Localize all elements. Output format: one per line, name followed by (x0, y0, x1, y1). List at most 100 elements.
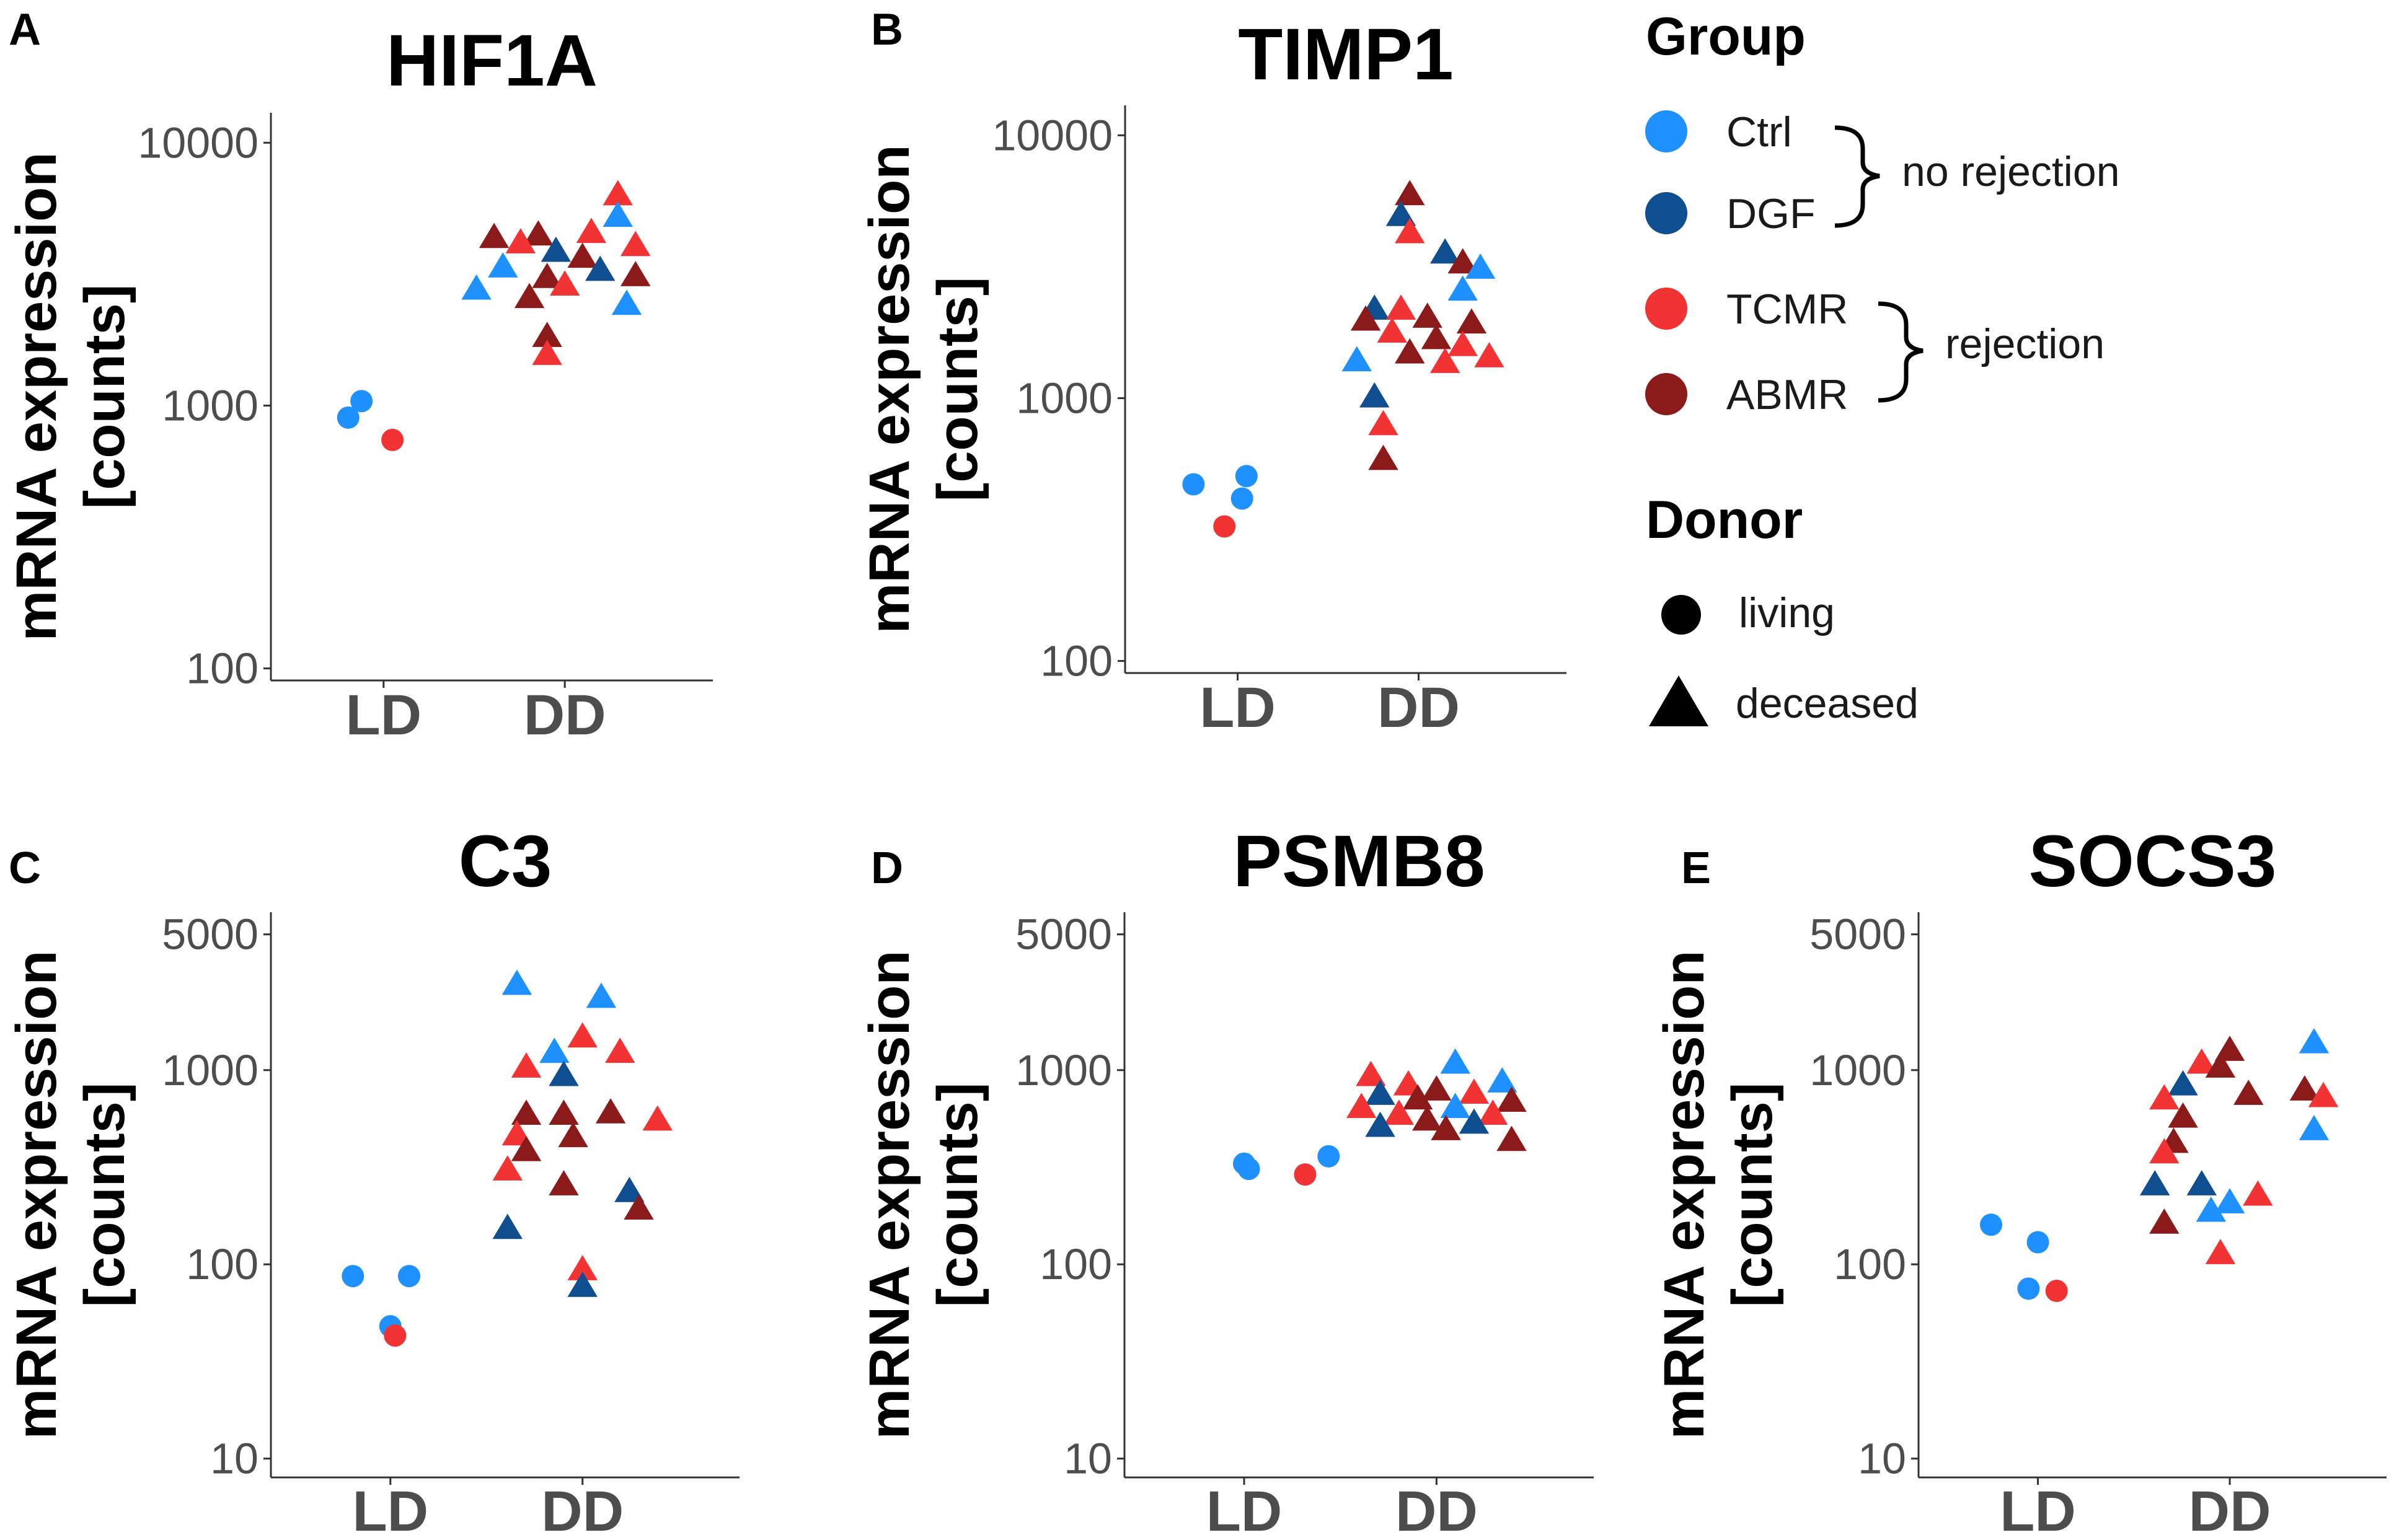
legend-rejection-brace (1878, 301, 1924, 403)
panel-letter: D (871, 843, 903, 893)
legend-living-label: living (1739, 589, 1835, 636)
y-axis-title-line2: [counts] (926, 1083, 989, 1308)
data-point-ctrl-living (1237, 1158, 1260, 1181)
data-point-ctrl-deceased (611, 289, 642, 315)
data-point-ctrl-deceased (461, 274, 492, 300)
data-point-ctrl-living (1980, 1213, 2003, 1236)
y-tick-label: 100 (1834, 1240, 1906, 1288)
data-point-abmr-deceased (567, 242, 598, 268)
legend: Group Ctrl DGF no rejection TCMR ABMR re… (1645, 7, 2120, 727)
y-axis-title: mRNA expression[counts] (858, 144, 989, 633)
data-point-dgf-deceased (1385, 201, 1416, 226)
y-axis-title-line2: [counts] (926, 277, 989, 502)
data-point-ctrl-deceased (2196, 1196, 2227, 1222)
data-point-ctrl-living (337, 406, 360, 429)
data-point-dgf-deceased (2168, 1070, 2198, 1096)
data-point-tcmr-deceased (532, 340, 562, 365)
data-point-abmr-deceased (511, 1099, 542, 1125)
data-point-abmr-deceased (621, 261, 651, 286)
data-point-tcmr-deceased (1356, 1060, 1386, 1086)
data-point-tcmr-deceased (603, 180, 633, 206)
data-point-abmr-deceased (1421, 323, 1452, 350)
y-tick-label: 1000 (1016, 374, 1113, 422)
data-point-tcmr-deceased (1384, 1099, 1415, 1125)
data-point-dgf-deceased (1359, 382, 1390, 408)
data-point-abmr-deceased (2233, 1080, 2264, 1105)
y-tick-label: 1000 (162, 1046, 258, 1094)
panel-letter: B (871, 5, 903, 55)
data-point-dgf-deceased (614, 1177, 645, 1202)
data-point-tcmr-deceased (1430, 348, 1460, 373)
data-point-tcmr-deceased (511, 1052, 542, 1078)
data-point-tcmr-deceased (1447, 330, 1478, 356)
panel-e: E SOCS3 mRNA expression[counts] 10 100 1000 50… (1653, 821, 2387, 1540)
y-axis-title-line1: mRNA expression (5, 950, 68, 1439)
data-point-abmr-deceased (1496, 1086, 1527, 1112)
x-tick-label: DD (1395, 1480, 1478, 1540)
data-point-tcmr-deceased (492, 1155, 523, 1181)
panel-d: D PSMB8 mRNA expression[counts] 10 100 1000 50… (858, 821, 1594, 1540)
data-point-ctrl-living (398, 1265, 421, 1288)
y-axis-title-line1: mRNA expression (858, 144, 921, 633)
panel-letter: E (1681, 843, 1711, 893)
data-point-tcmr-deceased (1395, 218, 1425, 244)
legend-dgf-label: DGF (1726, 190, 1816, 237)
data-point-dgf-deceased (1459, 1108, 1490, 1134)
legend-group-title: Group (1646, 7, 1806, 66)
data-point-ctrl-deceased (2299, 1115, 2330, 1140)
data-point-ctrl-deceased (2214, 1188, 2245, 1213)
y-tick-label: 10 (210, 1435, 258, 1483)
data-point-ctrl-living (2026, 1231, 2049, 1254)
panel-b: B TIMP1 mRNA expression[counts] 100 1000 1000… (858, 5, 1566, 739)
data-point-dgf-deceased (549, 1060, 579, 1086)
data-point-tcmr-living (384, 1324, 407, 1347)
x-tick-label: DD (2189, 1480, 2271, 1540)
data-point-ctrl-deceased (586, 982, 617, 1008)
legend-no-rejection-label: no rejection (1902, 148, 2120, 195)
data-point-tcmr-deceased (505, 228, 536, 253)
panel-letter: C (9, 843, 41, 893)
data-point-ctrl-deceased (1447, 275, 1478, 301)
y-axis-title: mRNA expression[counts] (1653, 950, 1784, 1439)
data-point-abmr-deceased (1412, 1105, 1442, 1131)
y-tick-label: 100 (1040, 1240, 1112, 1288)
data-point-abmr-deceased (532, 322, 562, 347)
x-tick-label: LD (1199, 676, 1276, 739)
data-point-abmr-deceased (2205, 1052, 2236, 1078)
data-point-ctrl-deceased (1487, 1067, 1517, 1093)
data-point-abmr-deceased (1447, 248, 1478, 274)
plot-title: C3 (459, 821, 552, 902)
y-axis-title-line2: [counts] (1721, 1083, 1784, 1308)
y-tick-label: 10000 (138, 118, 258, 167)
data-point-ctrl-deceased (1341, 346, 1372, 372)
plot-title: TIMP1 (1238, 14, 1454, 95)
data-point-ctrl-deceased (603, 201, 633, 227)
data-point-abmr-deceased (2214, 1036, 2245, 1061)
y-tick-label: 1000 (162, 381, 258, 429)
x-tick-label: DD (541, 1480, 624, 1540)
data-point-dgf-deceased (567, 1272, 598, 1297)
data-point-abmr-deceased (514, 283, 545, 309)
data-point-ctrl-deceased (501, 969, 532, 995)
data-point-tcmr-living (2045, 1280, 2068, 1303)
data-point-tcmr-deceased (1385, 294, 1416, 320)
data-point-tcmr-deceased (605, 1037, 635, 1063)
plot-title: HIF1A (386, 20, 598, 102)
y-axis-title: mRNA expression[counts] (5, 152, 136, 641)
data-point-abmr-deceased (1350, 305, 1381, 331)
data-point-abmr-deceased (1421, 1075, 1452, 1101)
data-point-tcmr-deceased (2149, 1084, 2180, 1110)
data-point-tcmr-deceased (567, 1255, 598, 1280)
y-tick-label: 1000 (1809, 1046, 1906, 1094)
data-point-abmr-deceased (549, 1170, 579, 1195)
y-tick-label: 100 (186, 1240, 258, 1288)
legend-tcmr-marker (1645, 288, 1687, 330)
x-tick-label: DD (1377, 676, 1460, 739)
data-point-tcmr-living (1294, 1163, 1317, 1186)
legend-tcmr-label: TCMR (1726, 286, 1848, 333)
data-point-tcmr-deceased (2243, 1180, 2273, 1206)
data-point-abmr-deceased (532, 263, 562, 288)
x-tick-label: LD (2000, 1480, 2076, 1540)
data-point-abmr-deceased (1412, 302, 1442, 328)
